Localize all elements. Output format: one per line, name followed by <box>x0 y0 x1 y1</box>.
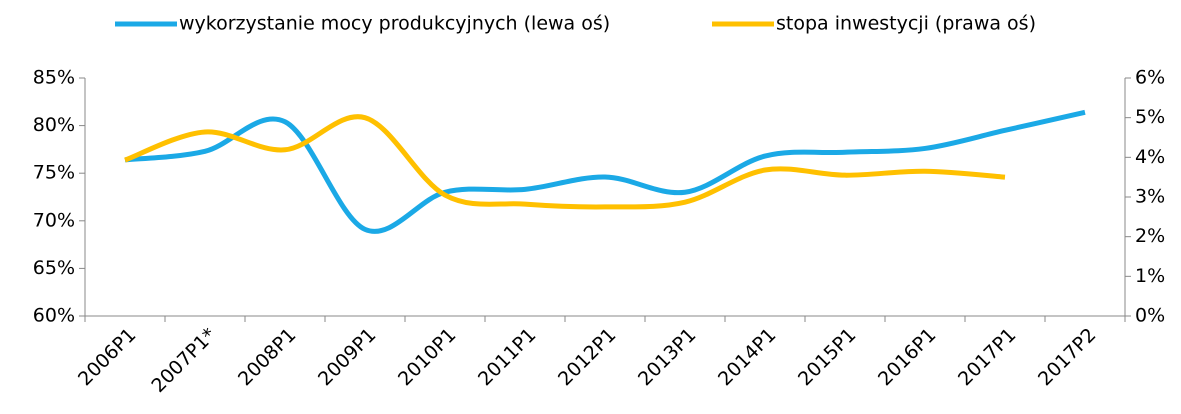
y-tick-label: 75% <box>33 162 75 184</box>
y-tick-label: 60% <box>33 305 75 327</box>
x-tick-label: 2012P1 <box>554 324 620 390</box>
x-tick-label: 2011P1 <box>474 324 540 390</box>
y2-tick-label: 0% <box>1135 305 1165 327</box>
x-tick-label: 2017P1 <box>954 324 1020 390</box>
x-tick-label: 2015P1 <box>794 324 860 390</box>
x-tick-label: 2008P1 <box>234 324 300 390</box>
x-tick-label: 2007P1* <box>147 324 220 397</box>
y2-tick-label: 2% <box>1135 225 1165 247</box>
x-tick-label: 2014P1 <box>714 324 780 390</box>
line-series <box>124 109 1086 234</box>
y-tick-label: 70% <box>33 209 75 231</box>
y-tick-label: 65% <box>33 257 75 279</box>
y-tick-label: 85% <box>33 67 75 89</box>
y-tick-label: 80% <box>33 114 75 136</box>
x-tick-label: 2006P1 <box>74 324 140 390</box>
x-tick-label: 2016P1 <box>874 324 940 390</box>
y2-tick-label: 1% <box>1135 265 1165 287</box>
y2-tick-label: 6% <box>1135 67 1165 89</box>
legend-label: wykorzystanie mocy produkcyjnych (lewa o… <box>179 13 610 35</box>
line-series <box>124 114 1006 210</box>
x-tick-label: 2009P1 <box>314 324 380 390</box>
y2-tick-label: 5% <box>1135 106 1165 128</box>
x-tick-label: 2017P2 <box>1034 324 1100 390</box>
legend-label: stopa inwestycji (prawa oś) <box>776 13 1036 35</box>
y2-tick-label: 4% <box>1135 146 1165 168</box>
y2-tick-label: 3% <box>1135 186 1165 208</box>
x-tick-label: 2010P1 <box>394 324 460 390</box>
x-tick-label: 2013P1 <box>634 324 700 390</box>
